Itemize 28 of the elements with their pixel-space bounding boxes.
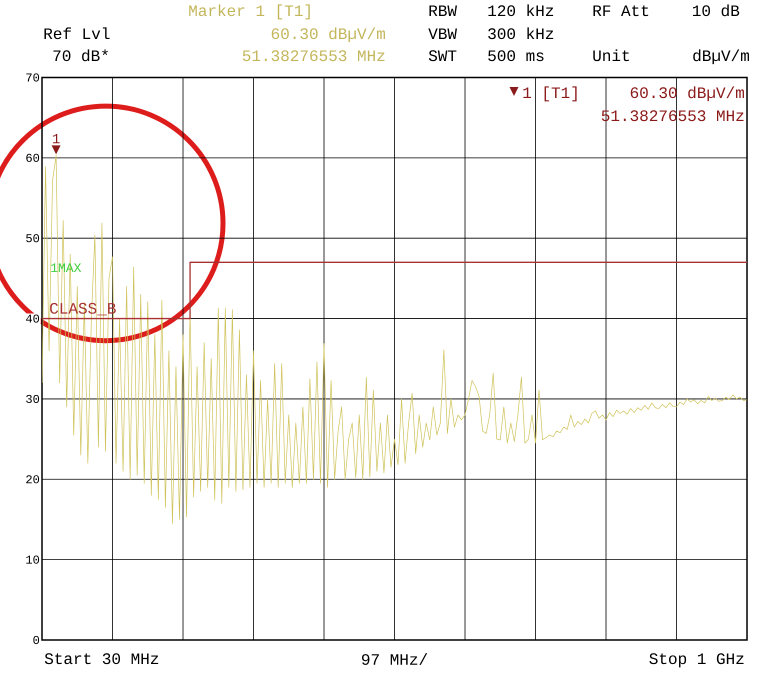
text: SWT	[428, 50, 456, 62]
text: 300 kHz	[488, 27, 554, 40]
y-tick-label: 20	[26, 475, 40, 484]
text: Marker 1 [T1]	[189, 4, 310, 20]
text: 10 dB	[692, 4, 740, 16]
text: 500 ms	[488, 50, 544, 62]
y-tick-label: 50	[26, 234, 40, 242]
text: 120 kHz	[488, 4, 554, 16]
text: RBW	[429, 5, 457, 16]
text: Ref Lvl	[44, 27, 110, 40]
y-tick-label: 0	[33, 636, 40, 644]
text: VBW	[428, 28, 457, 39]
annotation: 1	[52, 134, 60, 144]
y-tick-label: 10	[26, 556, 40, 564]
y-tick-label: 40	[26, 314, 40, 323]
y-tick-label: 30	[26, 394, 40, 403]
text: RF Att	[593, 5, 648, 16]
text: Start 30 MHz	[44, 653, 158, 664]
y-tick-label: 70	[26, 73, 40, 82]
text: dBµV/m	[693, 49, 749, 64]
text: Unit	[593, 49, 629, 62]
text: Stop 1 GHz	[649, 653, 744, 668]
text: 70 dB*	[53, 49, 108, 62]
x-axis-title: 97 MHz/	[362, 653, 428, 665]
y-tick-label: 60	[26, 154, 40, 162]
text: 60.30 dBµV/m	[272, 27, 385, 42]
annotation: 1 [T1]	[523, 86, 577, 102]
text: 51.38276553 MHz	[242, 50, 385, 62]
